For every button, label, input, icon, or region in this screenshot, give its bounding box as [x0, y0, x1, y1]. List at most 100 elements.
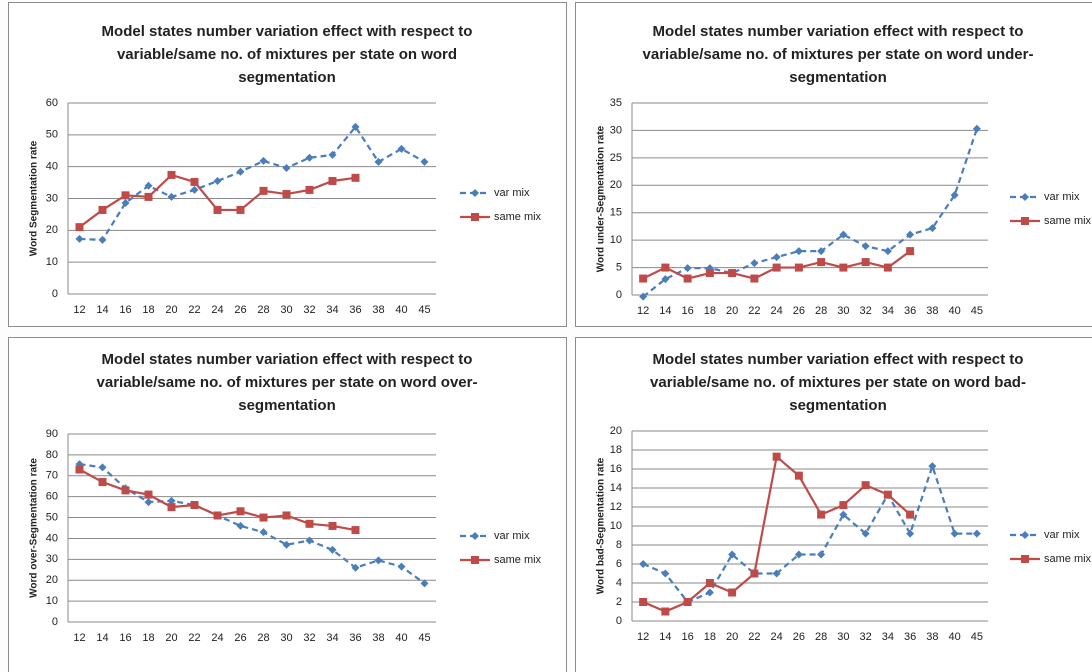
x-tick-label: 12 — [73, 632, 85, 644]
legend-marker — [471, 556, 479, 564]
y-tick-label: 10 — [610, 234, 622, 246]
marker-diamond — [420, 579, 429, 588]
x-tick-label: 38 — [926, 305, 938, 317]
marker-square — [236, 507, 245, 516]
x-tick-label: 32 — [303, 304, 315, 316]
marker-diamond — [236, 521, 245, 530]
x-tick-label: 18 — [142, 304, 154, 316]
y-tick-label: 8 — [616, 539, 622, 551]
y-axis-label: Word under-Segmentation rate — [596, 125, 607, 272]
x-tick-label: 30 — [837, 631, 849, 643]
y-tick-label: 18 — [610, 444, 622, 456]
y-tick-label: 20 — [610, 425, 622, 437]
marker-diamond — [661, 569, 670, 578]
x-tick-label: 45 — [418, 632, 430, 644]
marker-square — [144, 490, 153, 499]
marker-square — [639, 598, 648, 606]
y-tick-label: 50 — [46, 511, 58, 523]
marker-square — [167, 170, 176, 179]
marker-square — [750, 274, 759, 283]
x-tick-label: 26 — [793, 631, 805, 643]
x-tick-label: 45 — [418, 304, 430, 316]
marker-diamond — [772, 253, 781, 262]
x-tick-label: 22 — [188, 304, 200, 316]
y-axis-label: Word over-Segmentation rate — [29, 458, 40, 598]
y-tick-label: 14 — [610, 482, 622, 494]
series-line — [79, 125, 426, 242]
marker-square — [772, 263, 781, 272]
x-tick-label: 45 — [971, 305, 983, 317]
marker-square — [728, 269, 737, 278]
marker-square — [772, 452, 781, 461]
marker-diamond — [972, 124, 981, 133]
chart-panel — [8, 337, 567, 672]
marker-square — [305, 519, 314, 528]
y-tick-label: 80 — [46, 449, 58, 461]
chart-panel — [8, 2, 567, 327]
x-tick-label: 30 — [280, 632, 292, 644]
marker-diamond — [794, 247, 803, 256]
x-tick-label: 20 — [726, 305, 738, 317]
marker-square — [705, 579, 714, 587]
marker-square — [236, 205, 245, 214]
x-tick-label: 38 — [926, 631, 938, 643]
x-tick-label: 40 — [949, 305, 961, 317]
y-tick-label: 0 — [52, 288, 58, 300]
marker-square — [282, 511, 291, 520]
marker-diamond — [772, 569, 781, 578]
marker-diamond — [374, 556, 383, 565]
marker-square — [906, 247, 915, 256]
marker-diamond — [236, 167, 245, 176]
marker-square — [167, 503, 176, 512]
x-tick-label: 24 — [771, 305, 783, 317]
marker-diamond — [661, 275, 670, 284]
marker-square — [121, 486, 130, 495]
marker-square — [190, 501, 199, 510]
marker-square — [213, 511, 222, 520]
x-tick-label: 16 — [119, 632, 131, 644]
y-tick-label: 35 — [610, 97, 622, 109]
x-tick-label: 36 — [904, 305, 916, 317]
marker-square — [144, 192, 153, 201]
chart-title: Model states number variation effect wit… — [650, 351, 1026, 414]
x-tick-label: 28 — [815, 305, 827, 317]
x-tick-label: 26 — [234, 304, 246, 316]
y-tick-label: 25 — [610, 152, 622, 164]
x-tick-label: 38 — [372, 304, 384, 316]
x-tick-label: 14 — [659, 305, 671, 317]
legend-marker — [471, 189, 479, 197]
marker-diamond — [397, 562, 406, 571]
marker-diamond — [305, 153, 314, 162]
y-tick-label: 40 — [46, 532, 58, 544]
y-tick-label: 30 — [610, 124, 622, 136]
marker-diamond — [328, 150, 337, 159]
marker-diamond — [639, 292, 648, 301]
x-tick-label: 22 — [188, 632, 200, 644]
marker-diamond — [98, 463, 107, 472]
marker-square — [190, 177, 199, 186]
marker-diamond — [705, 588, 714, 597]
x-tick-label: 38 — [372, 632, 384, 644]
chart-panel — [575, 337, 1092, 672]
marker-diamond — [420, 157, 429, 166]
chart-panel — [575, 2, 1092, 327]
legend-marker — [1021, 531, 1029, 539]
x-tick-label: 34 — [326, 632, 338, 644]
marker-diamond — [750, 259, 759, 268]
marker-square — [683, 598, 692, 606]
x-tick-label: 12 — [637, 305, 649, 317]
marker-diamond — [374, 157, 383, 166]
x-tick-label: 12 — [73, 304, 85, 316]
marker-diamond — [906, 529, 915, 538]
chart-title: Model states number variation effect wit… — [101, 23, 473, 86]
legend-label: var mix — [1044, 191, 1080, 203]
series-line — [642, 462, 977, 604]
y-tick-label: 30 — [46, 553, 58, 565]
y-tick-label: 10 — [46, 256, 58, 268]
x-tick-label: 32 — [860, 305, 872, 317]
marker-diamond — [950, 191, 959, 200]
marker-diamond — [167, 496, 176, 505]
marker-diamond — [928, 224, 937, 233]
y-tick-label: 2 — [616, 596, 622, 608]
